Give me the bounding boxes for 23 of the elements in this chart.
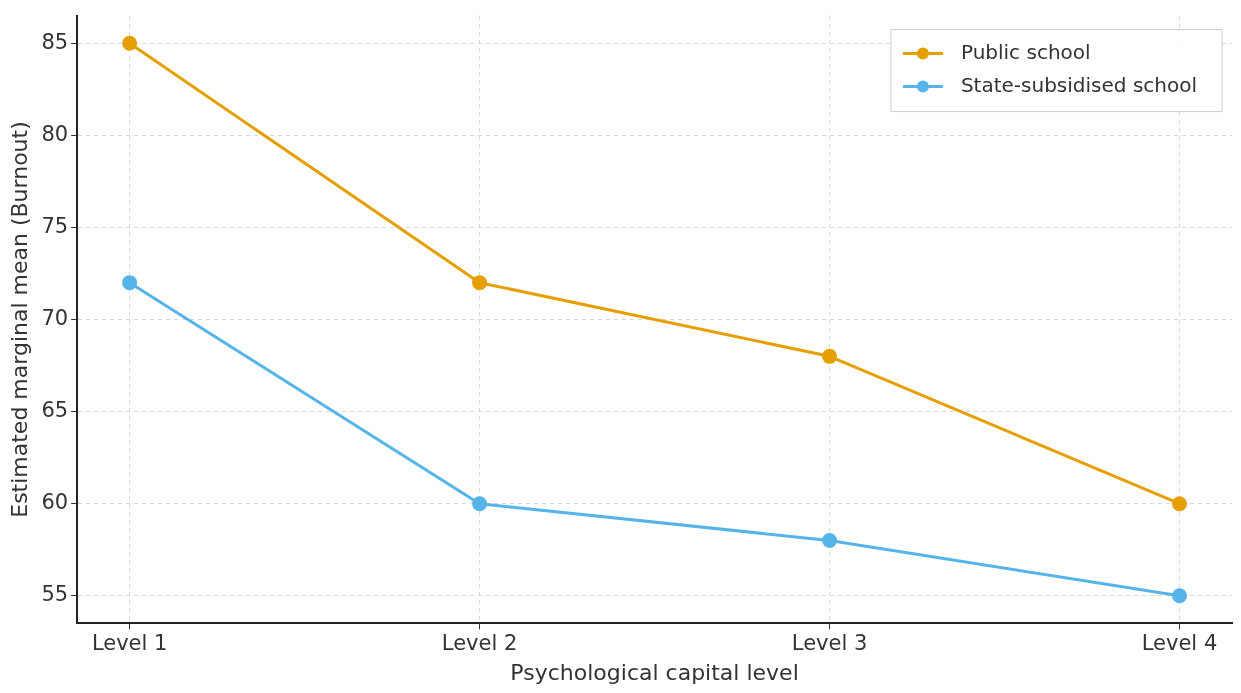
x-tick-label: Level 1 bbox=[91, 631, 168, 656]
x-tick-label: Level 4 bbox=[1141, 631, 1218, 656]
x-tick-label: Level 3 bbox=[791, 631, 868, 656]
y-tick-label: 60 bbox=[41, 490, 69, 515]
y-tick-label: 65 bbox=[41, 398, 69, 423]
point bbox=[822, 348, 838, 364]
point bbox=[1172, 588, 1188, 604]
point bbox=[822, 533, 838, 549]
point bbox=[1172, 496, 1188, 512]
y-tick-label: 85 bbox=[41, 29, 69, 54]
point bbox=[472, 275, 488, 291]
y-tick-label: 55 bbox=[41, 582, 69, 607]
x-tick-label: Level 2 bbox=[441, 631, 518, 656]
legend-label: Public school bbox=[960, 39, 1091, 64]
point bbox=[472, 496, 488, 512]
point bbox=[122, 275, 138, 291]
legend-label: State-subsidised school bbox=[960, 72, 1197, 97]
y-tick-label: 80 bbox=[41, 121, 69, 146]
y-tick-label: 70 bbox=[41, 305, 69, 330]
y-tick-label: 75 bbox=[41, 213, 69, 238]
y-axis-title: Estimated marginal mean (Burnout) bbox=[6, 121, 32, 518]
x-axis-title: Psychological capital level bbox=[510, 659, 799, 685]
point bbox=[122, 35, 138, 51]
